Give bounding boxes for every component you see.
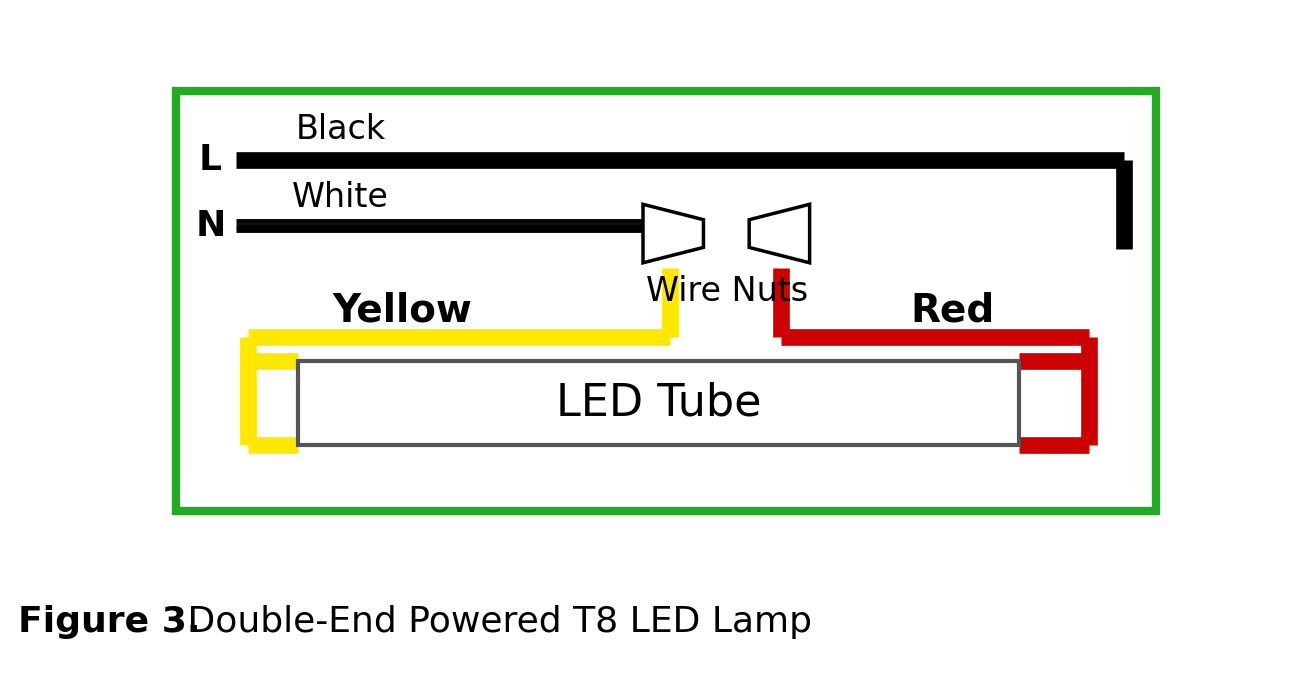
Text: N: N [195,209,226,243]
Text: White: White [292,181,389,214]
Text: LED Tube: LED Tube [556,382,762,425]
Text: Yellow: Yellow [333,291,473,329]
Text: L: L [199,143,222,177]
Text: Black: Black [295,113,386,146]
Text: Figure 3.: Figure 3. [18,605,200,639]
Text: Red: Red [911,291,994,329]
Text: Wire Nuts: Wire Nuts [646,275,807,308]
Bar [298,361,1019,445]
Polygon shape [749,204,810,263]
Bar [177,91,1156,511]
Text: Double-End Powered T8 LED Lamp: Double-End Powered T8 LED Lamp [176,605,811,639]
Polygon shape [644,204,703,263]
